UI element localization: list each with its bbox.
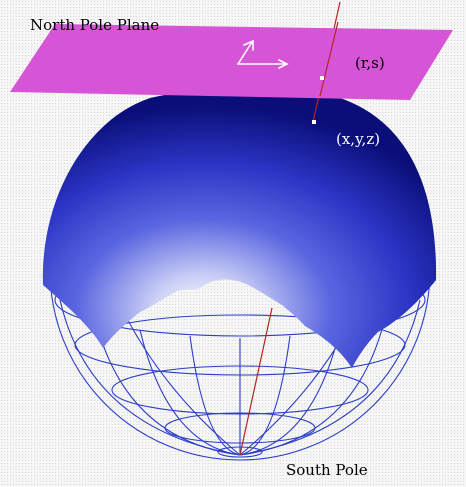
projection-line-plane bbox=[319, 21, 339, 97]
planar-point-marker bbox=[320, 76, 324, 80]
projection-line-lower bbox=[239, 307, 273, 456]
planar-point-label: (r,s) bbox=[355, 54, 385, 72]
north-pole-plane bbox=[10, 24, 453, 100]
axis-arrows-icon bbox=[237, 39, 289, 69]
plane-label: North Pole Plane bbox=[30, 16, 159, 34]
sphere-point-label: (x,y,z) bbox=[336, 130, 380, 148]
sphere-point-marker bbox=[312, 120, 316, 124]
south-pole-label: South Pole bbox=[286, 461, 368, 479]
sphere-surface bbox=[42, 88, 437, 368]
wireframe-hemisphere bbox=[49, 270, 431, 461]
